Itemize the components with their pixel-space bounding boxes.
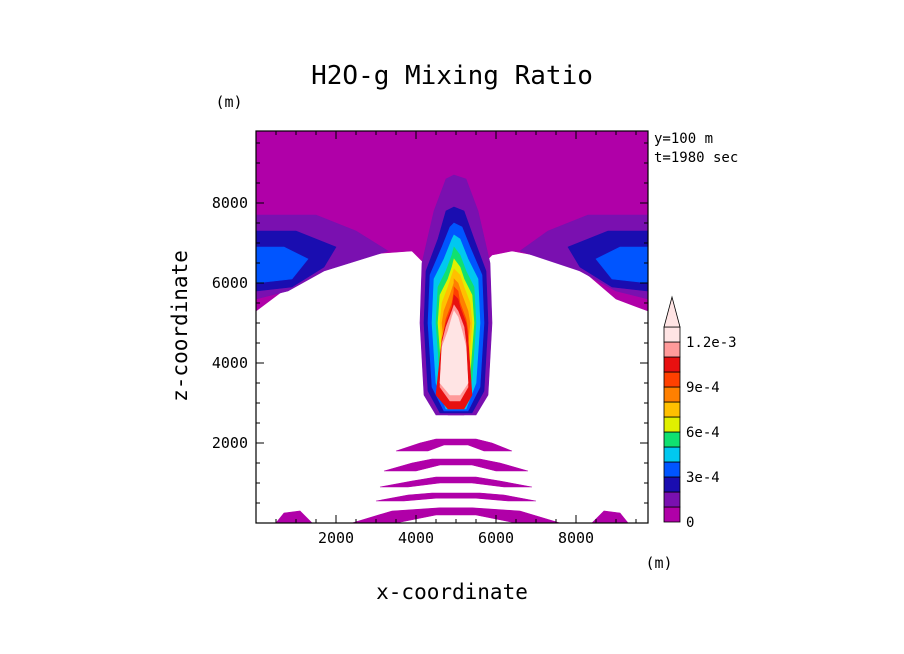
info-line-time: t=1980 sec bbox=[654, 150, 738, 166]
plot-area: 2000 4000 6000 8000 2000 4000 6000 8000 bbox=[212, 130, 649, 547]
x-axis-label: x-coordinate bbox=[376, 580, 528, 604]
x-tick-label: 2000 bbox=[318, 529, 354, 547]
plot-frame bbox=[255, 130, 649, 524]
colorbar-label: 6e-4 bbox=[686, 425, 720, 441]
colorbar-swatch-2 bbox=[663, 476, 681, 493]
colorbar-swatch-8 bbox=[663, 386, 681, 403]
contour-region-22 bbox=[379, 476, 533, 488]
colorbar-label: 1.2e-3 bbox=[686, 335, 737, 351]
x-tick-label: 8000 bbox=[558, 529, 594, 547]
chart-title: H2O-g Mixing Ratio bbox=[311, 61, 593, 91]
colorbar-swatch-9 bbox=[663, 371, 681, 388]
y-tick-label: 6000 bbox=[212, 274, 248, 292]
colorbar-swatch-12 bbox=[663, 326, 681, 343]
colorbar-swatch-7 bbox=[663, 401, 681, 418]
contour-region-19 bbox=[439, 310, 469, 396]
colorbar-swatch-11 bbox=[663, 341, 681, 358]
colorbar-swatch-0 bbox=[663, 506, 681, 523]
x-tick-label: 6000 bbox=[478, 529, 514, 547]
colorbar-swatch-3 bbox=[663, 461, 681, 478]
tick-layer: 2000 4000 6000 8000 2000 4000 6000 8000 bbox=[212, 131, 648, 547]
contour-region-21 bbox=[383, 458, 529, 472]
colorbar-label: 0 bbox=[686, 515, 694, 531]
colorbar-label: 9e-4 bbox=[686, 380, 720, 396]
contour-layer bbox=[255, 130, 649, 524]
y-axis-label: z-coordinate bbox=[168, 250, 192, 402]
colorbar: 0 3e-4 6e-4 9e-4 1.2e-3 bbox=[663, 295, 737, 531]
y-tick-label: 8000 bbox=[212, 194, 248, 212]
colorbar-swatch-6 bbox=[663, 416, 681, 433]
info-line-location: y=100 m bbox=[654, 131, 713, 147]
colorbar-label: 3e-4 bbox=[686, 470, 720, 486]
x-tick-label: 4000 bbox=[398, 529, 434, 547]
contour-region-23 bbox=[375, 492, 537, 502]
x-unit-label: (m) bbox=[645, 554, 672, 572]
colorbar-swatch-4 bbox=[663, 446, 681, 463]
y-tick-label: 2000 bbox=[212, 434, 248, 452]
colorbar-overflow-arrow bbox=[663, 295, 681, 328]
y-tick-label: 4000 bbox=[212, 354, 248, 372]
y-unit-label: (m) bbox=[215, 93, 242, 111]
colorbar-swatch-5 bbox=[663, 431, 681, 448]
colorbar-swatch-1 bbox=[663, 491, 681, 508]
colorbar-swatch-10 bbox=[663, 356, 681, 373]
contour-region-20 bbox=[395, 438, 513, 452]
